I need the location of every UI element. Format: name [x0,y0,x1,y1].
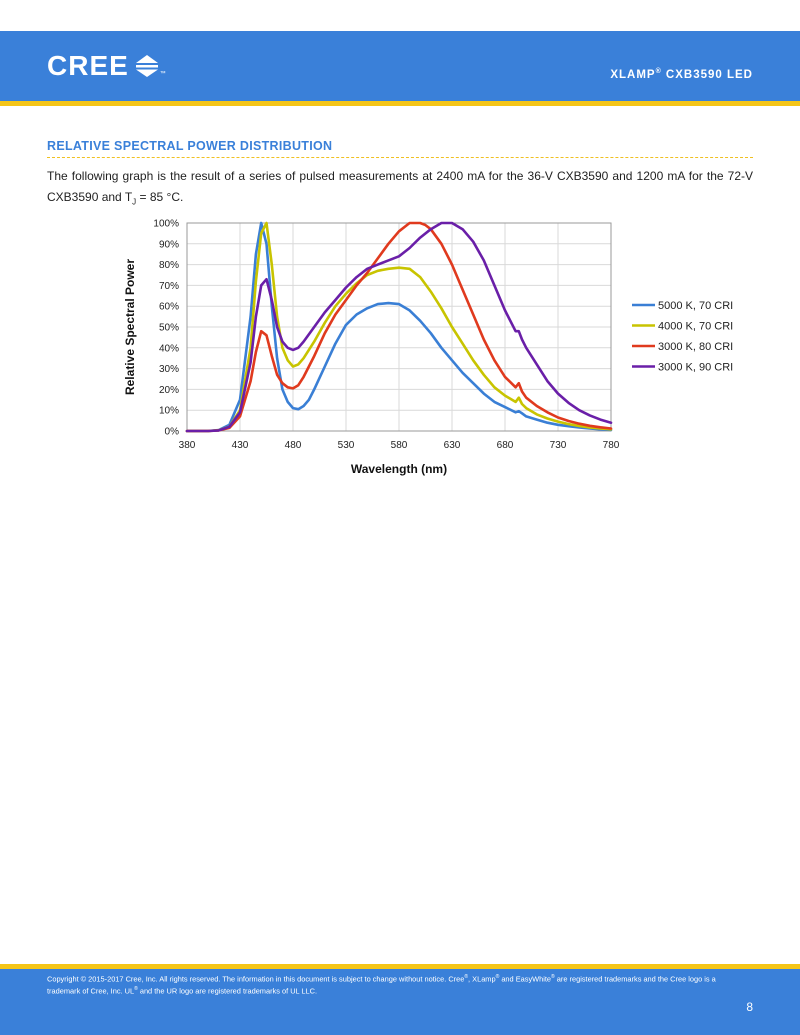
x-tick-label: 380 [179,440,196,451]
copyright-notice: Copyright © 2015-2017 Cree, Inc. All rig… [47,974,716,996]
x-axis-label: Wavelength (nm) [351,462,447,476]
section-divider [47,157,753,158]
y-tick-label: 20% [159,385,179,396]
y-tick-label: 80% [159,260,179,271]
x-tick-label: 780 [603,440,620,451]
y-tick-label: 50% [159,323,179,334]
y-tick-label: 60% [159,302,179,313]
y-axis-label: Relative Spectral Power [123,259,137,395]
chart-series [185,221,613,433]
x-tick-label: 430 [232,440,249,451]
product-name: XLAMP® CXB3590 LED [610,68,753,81]
x-tick-label: 730 [550,440,567,451]
y-tick-label: 40% [159,343,179,354]
y-tick-label: 100% [153,219,179,230]
x-tick-label: 680 [497,440,514,451]
series-line-4 [185,221,613,433]
logo-wordmark: CREE [47,50,129,81]
page-number: 8 [746,1000,753,1014]
x-tick-label: 530 [338,440,355,451]
y-tick-label: 0% [165,427,180,438]
logo-trademark: ™ [159,71,166,77]
x-tick-label: 580 [391,440,408,451]
y-tick-label: 30% [159,364,179,375]
x-tick-label: 630 [444,440,461,451]
series-line-1 [185,221,613,433]
spectral-power-chart: 0% 10% 20% 30% 40% 50% 60% 70% 80% 90% 100% 380 430 4… [123,219,733,477]
logo-arrows-icon [135,55,158,77]
series-line-3 [185,221,613,433]
intro-paragraph: The following graph is the result of a s… [47,169,753,207]
section-title: RELATIVE SPECTRAL POWER DISTRIBUTION [47,139,333,153]
series-line-2 [185,221,613,433]
page-header [0,31,800,101]
legend-label-1: 5000 K, 70 CRI [658,300,733,312]
header-accent-stripe [0,101,800,106]
legend-label-2: 4000 K, 70 CRI [658,321,733,333]
page-footer [0,964,800,1035]
legend-label-4: 3000 K, 90 CRI [658,362,733,374]
y-tick-label: 10% [159,406,179,417]
chart-axes: 0% 10% 20% 30% 40% 50% 60% 70% 80% 90% 100% 380 430 4… [153,219,619,452]
legend-label-3: 3000 K, 80 CRI [658,341,733,353]
chart-legend: 5000 K, 70 CRI 4000 K, 70 CRI 3000 K, 80 C… [632,300,733,374]
plot-area-frame [186,222,612,432]
x-tick-label: 480 [285,440,302,451]
y-tick-label: 70% [159,281,179,292]
cree-logo: CREE ™ [47,51,166,81]
y-tick-label: 90% [159,239,179,250]
chart-grid [186,222,612,432]
footer-accent-stripe [0,964,800,969]
